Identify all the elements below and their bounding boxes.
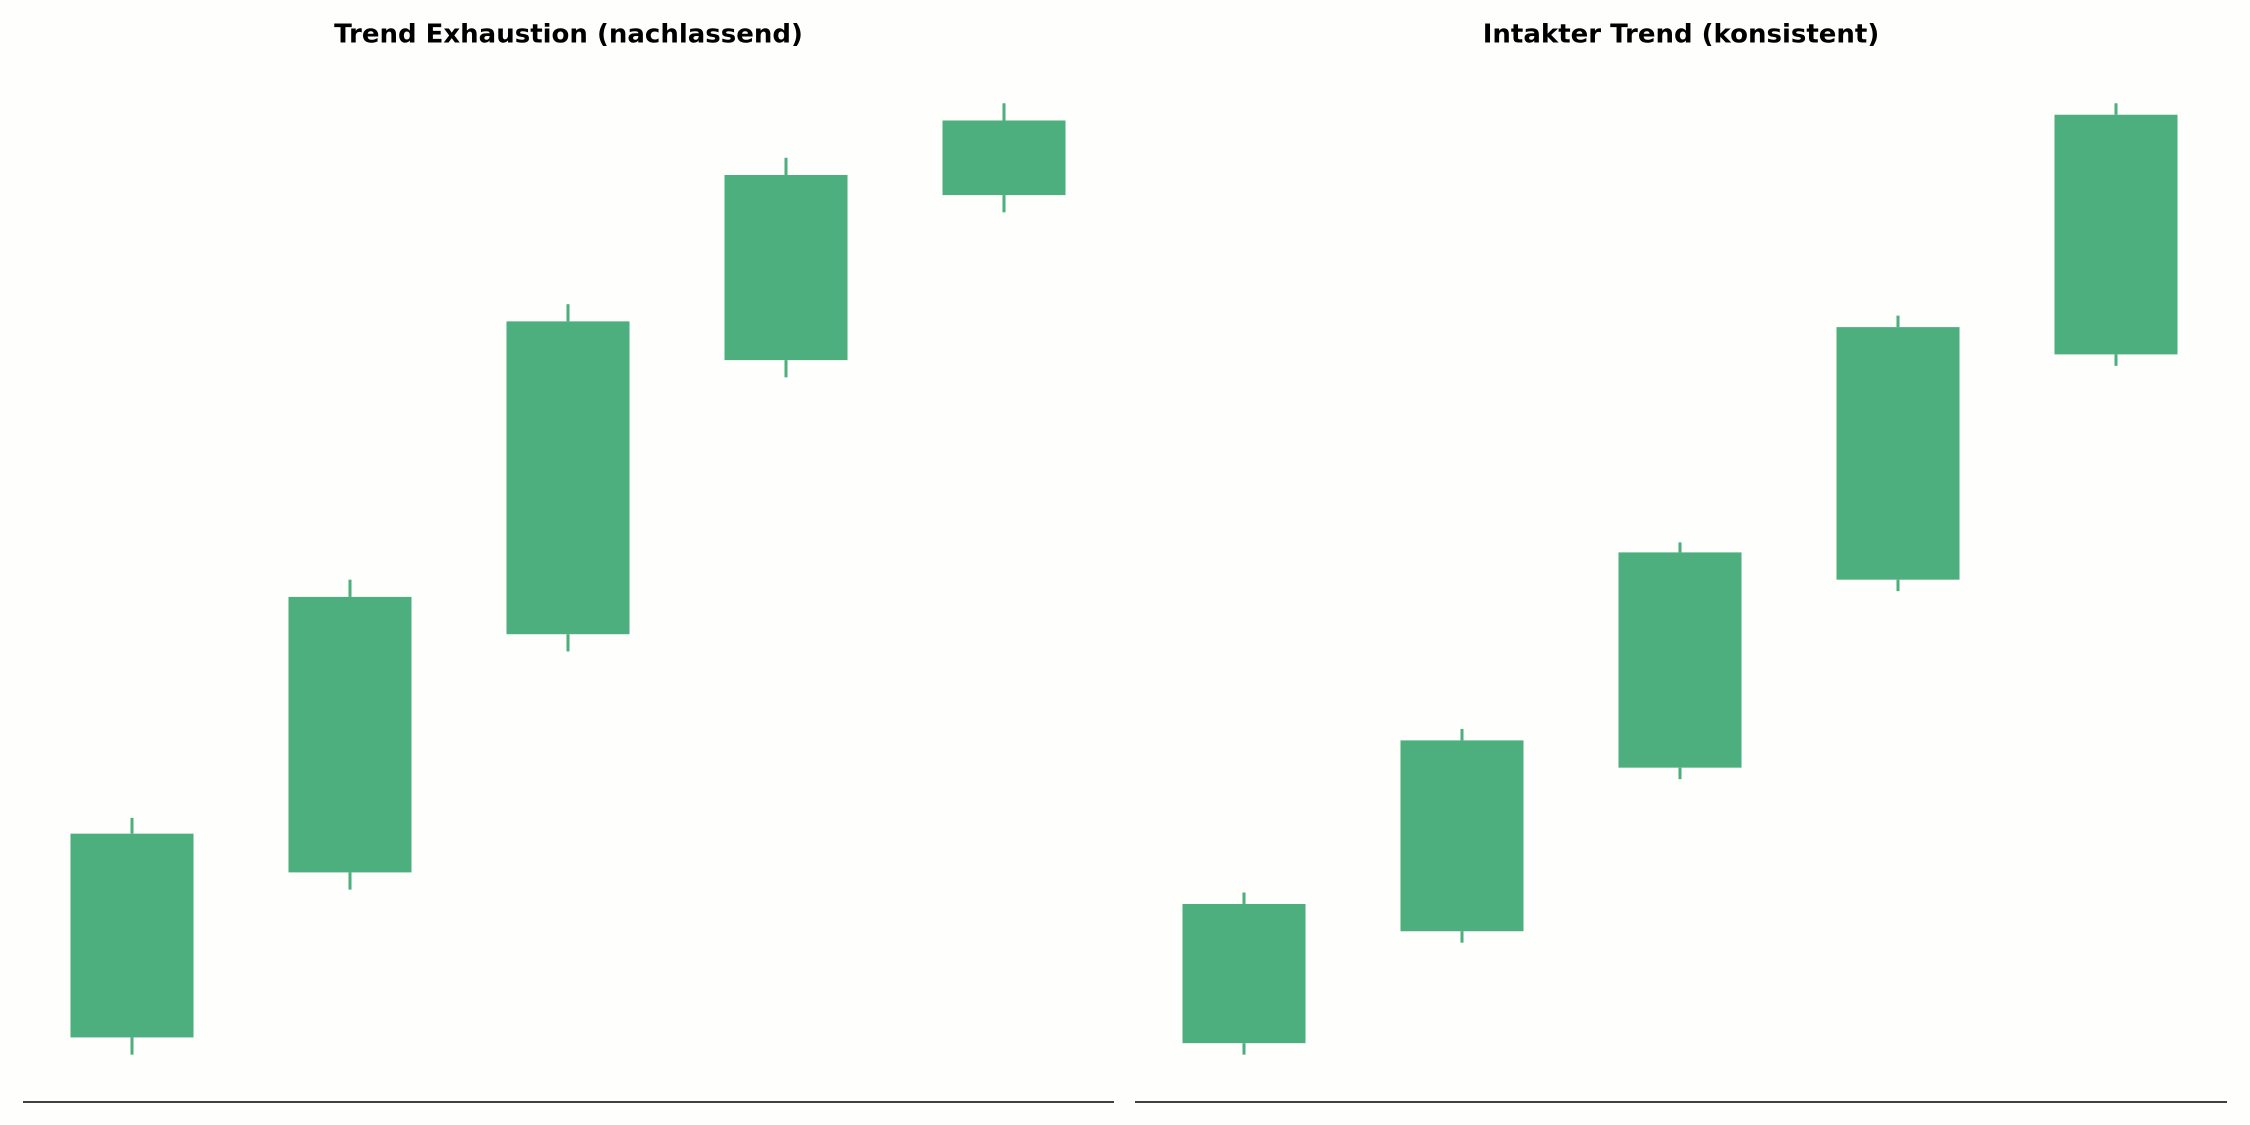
- candle-body: [724, 175, 848, 361]
- candle-body: [1182, 903, 1306, 1044]
- candle-body: [1836, 327, 1960, 580]
- candle-body: [2054, 114, 2178, 355]
- candle-body: [1400, 740, 1524, 932]
- candle-body: [506, 321, 630, 635]
- candle-body: [288, 596, 412, 873]
- candle-body: [942, 120, 1066, 196]
- candle-body: [1618, 552, 1742, 768]
- chart-title: Trend Exhaustion (nachlassend): [334, 20, 803, 50]
- candle-body: [70, 833, 194, 1038]
- chart-title: Intakter Trend (konsistent): [1483, 20, 1880, 50]
